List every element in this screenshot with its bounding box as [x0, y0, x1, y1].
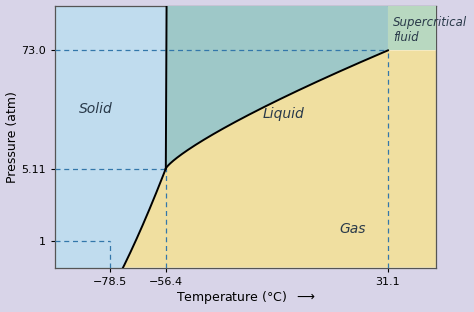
Polygon shape [55, 50, 436, 312]
Text: Supercritical
fluid: Supercritical fluid [393, 16, 467, 44]
Text: Solid: Solid [79, 102, 113, 115]
X-axis label: Temperature (°C)  $\longrightarrow$: Temperature (°C) $\longrightarrow$ [175, 290, 316, 306]
Polygon shape [388, 6, 436, 50]
Polygon shape [166, 6, 388, 168]
Y-axis label: Pressure (atm): Pressure (atm) [6, 91, 18, 183]
Polygon shape [55, 6, 166, 312]
Text: Gas: Gas [339, 222, 366, 236]
Text: Liquid: Liquid [263, 107, 304, 121]
